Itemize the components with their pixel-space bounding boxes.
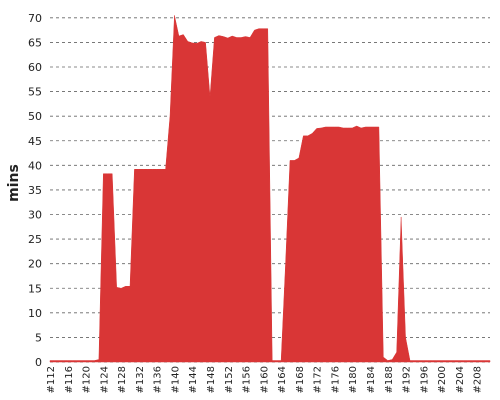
area-series bbox=[49, 15, 491, 363]
x-tick-label: #168 bbox=[295, 366, 306, 393]
x-tick-label: #140 bbox=[170, 366, 181, 393]
y-tick-label: 40 bbox=[28, 159, 42, 172]
x-tick-label: #160 bbox=[259, 366, 270, 393]
x-tick-label: #128 bbox=[117, 366, 128, 393]
y-tick-label: 5 bbox=[35, 331, 42, 344]
x-tick-label: #204 bbox=[455, 366, 466, 393]
y-tick-label: 25 bbox=[28, 233, 42, 246]
x-tick-label: #144 bbox=[188, 366, 199, 393]
x-tick-label: #148 bbox=[206, 366, 217, 393]
y-tick-label: 10 bbox=[28, 307, 42, 320]
y-tick-label: 0 bbox=[35, 356, 42, 369]
x-tick-label: #172 bbox=[313, 366, 324, 393]
x-tick-label: #188 bbox=[384, 366, 395, 393]
x-tick-label: #192 bbox=[402, 366, 413, 393]
y-tick-label: 70 bbox=[28, 12, 42, 25]
y-tick-label: 55 bbox=[28, 86, 42, 99]
y-tick-label: 20 bbox=[28, 258, 42, 271]
x-tick-label: #156 bbox=[242, 366, 253, 393]
x-axis-ticks: #112 #116 #120 #124 #128 #132 #136 #140 #144 #148… bbox=[46, 366, 484, 393]
x-tick-label: #176 bbox=[330, 366, 341, 393]
y-tick-label: 15 bbox=[28, 282, 42, 295]
y-tick-label: 60 bbox=[28, 61, 42, 74]
x-tick-label: #132 bbox=[135, 366, 146, 393]
y-tick-label: 35 bbox=[28, 184, 42, 197]
x-tick-label: #208 bbox=[473, 366, 484, 393]
x-tick-label: #200 bbox=[437, 366, 448, 393]
x-tick-label: #180 bbox=[348, 366, 359, 393]
y-axis-label: mins bbox=[6, 164, 22, 202]
x-tick-label: #136 bbox=[153, 366, 164, 393]
y-tick-label: 65 bbox=[28, 36, 42, 49]
x-tick-label: #164 bbox=[277, 366, 288, 393]
y-axis-ticks: 0 5 10 15 20 25 30 35 40 45 50 55 60 65 70 bbox=[28, 12, 42, 369]
x-tick-label: #116 bbox=[64, 366, 75, 393]
x-tick-label: #184 bbox=[366, 366, 377, 393]
x-tick-label: #152 bbox=[224, 366, 235, 393]
x-tick-label: #120 bbox=[82, 366, 93, 393]
y-tick-label: 45 bbox=[28, 135, 42, 148]
y-tick-label: 50 bbox=[28, 110, 42, 123]
x-tick-label: #112 bbox=[46, 366, 57, 393]
y-tick-label: 30 bbox=[28, 209, 42, 222]
x-tick-label: #196 bbox=[419, 366, 430, 393]
x-tick-label: #124 bbox=[99, 366, 110, 393]
